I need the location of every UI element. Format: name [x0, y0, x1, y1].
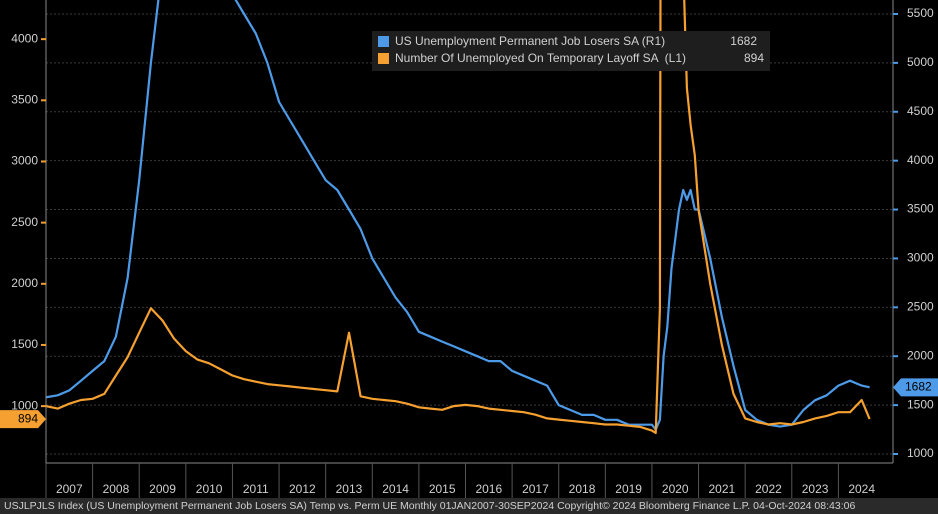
y2-tick-label: 4000 [907, 153, 934, 167]
footer: USJLPJLS Index (US Unemployment Permanen… [4, 500, 855, 512]
value-tag [893, 378, 938, 397]
y2-tick-label: 1000 [907, 446, 934, 460]
x-tick-label: 2007 [56, 482, 83, 496]
x-tick-label: 2014 [382, 482, 409, 496]
x-tick-label: 2016 [475, 482, 502, 496]
x-tick-label: 2017 [522, 482, 549, 496]
series-line [46, 0, 871, 435]
value-tag [0, 410, 46, 429]
legend-swatch [378, 53, 389, 64]
x-tick-label: 2013 [336, 482, 363, 496]
legend-value: 1682 [730, 34, 757, 48]
x-tick-label: 2020 [662, 482, 689, 496]
x-tick-label: 2023 [802, 482, 829, 496]
y2-tick-label: 5500 [907, 6, 934, 20]
y-tick-label: 3000 [11, 154, 38, 168]
x-tick-label: 2011 [243, 482, 269, 496]
y-tick-label: 2000 [11, 276, 38, 290]
x-tick-label: 2022 [755, 482, 782, 496]
y2-tick-label: 2000 [907, 348, 934, 362]
y-tick-label: 1000 [11, 398, 38, 412]
y-tick-label: 4000 [11, 31, 38, 45]
y2-tick-label: 3000 [907, 251, 934, 265]
y-tick-label: 2500 [11, 215, 38, 229]
y-tick-label: 3500 [11, 92, 38, 106]
x-tick-label: 2009 [149, 482, 176, 496]
value-tag-label: 1682 [905, 379, 932, 393]
x-tick-label: 2010 [196, 482, 223, 496]
legend-swatch [378, 36, 389, 47]
y2-tick-label: 2500 [907, 300, 934, 314]
y2-tick-label: 5000 [907, 55, 934, 69]
x-tick-label: 2012 [289, 482, 316, 496]
x-tick-label: 2015 [429, 482, 456, 496]
plot-area [46, 0, 871, 435]
ticks: 1000 1500 2000 2500 3000 3500 4000 4500 5000 5500… [0, 6, 938, 498]
y2-tick-label: 3500 [907, 202, 934, 216]
x-tick-label: 2019 [615, 482, 642, 496]
series-line [46, 0, 870, 431]
x-tick-label: 2018 [569, 482, 596, 496]
y2-tick-label: 1500 [907, 397, 934, 411]
grid [46, 13, 893, 455]
legend-box [372, 31, 770, 71]
y2-tick-label: 4500 [907, 104, 934, 118]
footer-bar [0, 498, 938, 514]
legend-value: 894 [744, 51, 764, 65]
value-tag-label: 894 [18, 411, 38, 425]
x-tick-label: 2021 [709, 482, 736, 496]
legend-label: Number Of Unemployed On Temporary Layoff… [395, 51, 686, 65]
y-tick-label: 1500 [11, 337, 38, 351]
x-tick-label: 2024 [848, 482, 875, 496]
x-tick-label: 2008 [103, 482, 130, 496]
legend-label: US Unemployment Permanent Job Losers SA … [395, 34, 665, 48]
